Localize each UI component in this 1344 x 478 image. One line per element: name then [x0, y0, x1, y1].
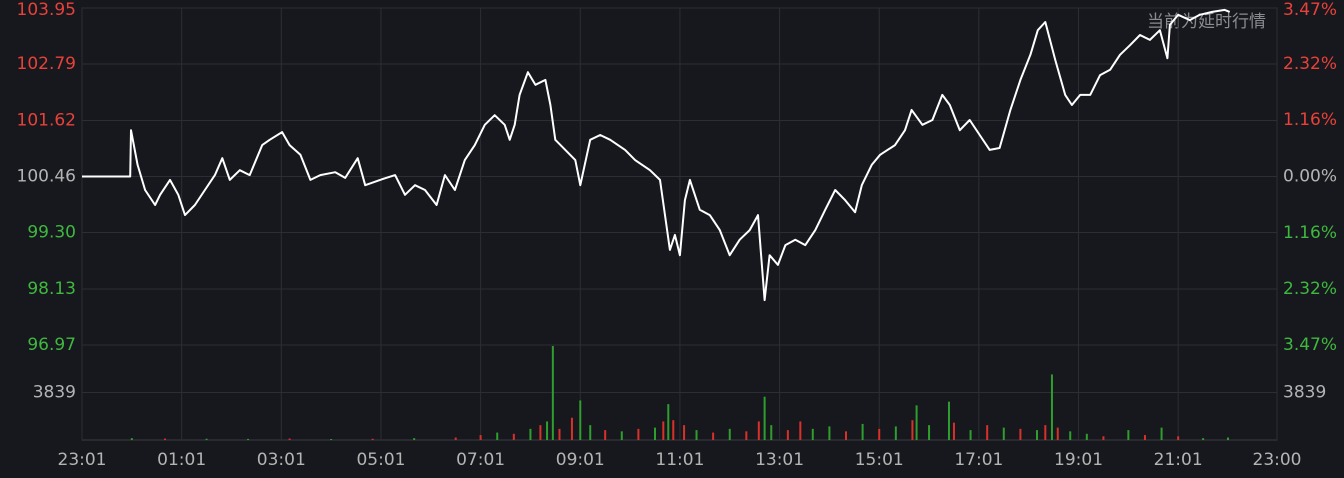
volume-bar: [915, 405, 918, 440]
volume-bar: [496, 432, 499, 440]
volume-bar: [454, 437, 457, 440]
y2-tick-label: 3.47%: [1283, 335, 1337, 355]
volume-bar: [947, 401, 950, 440]
y2-tick-label: 0.00%: [1283, 167, 1337, 187]
volume-bar: [620, 431, 623, 440]
volume-bar: [667, 404, 670, 440]
x-tick-label: 23:01: [58, 450, 107, 470]
volume-bar: [479, 435, 482, 440]
volume-bar: [1019, 428, 1022, 440]
volume-bar: [570, 417, 573, 440]
y-tick-label: 3839: [1283, 383, 1326, 403]
volume-bar: [763, 396, 766, 440]
volume-bar: [130, 438, 133, 440]
volume-bar: [247, 438, 250, 440]
volume-bar: [712, 432, 715, 440]
volume-bar: [330, 439, 333, 440]
volume-bar: [589, 425, 592, 440]
volume-bar: [878, 428, 881, 440]
volume-bar: [604, 430, 607, 440]
y-tick-label: 3839: [33, 383, 76, 403]
volume-bar: [1044, 425, 1047, 440]
annotation: 当前为延时行情: [1147, 12, 1266, 32]
y2-tick-label: 1.16%: [1283, 223, 1337, 243]
y-tick-label: 102.79: [17, 54, 76, 74]
volume-bar: [928, 425, 931, 440]
volume-bar: [1036, 430, 1039, 440]
volume-bar: [1202, 438, 1205, 440]
y-tick-label: 101.62: [17, 110, 76, 130]
volume-bar: [770, 425, 773, 440]
y-tick-label: 100.46: [17, 167, 76, 187]
volume-bar: [683, 425, 686, 440]
volume-bar: [558, 428, 561, 440]
x-tick-label: 15:01: [855, 450, 904, 470]
volume-bar: [861, 423, 864, 440]
volume-bar: [551, 345, 554, 440]
volume-bar: [969, 430, 972, 440]
volume-bar: [512, 433, 515, 440]
volume-bar: [845, 431, 848, 440]
y-tick-label: 98.13: [27, 279, 76, 299]
volume-bar: [786, 430, 789, 440]
volume-bar: [672, 420, 675, 440]
y2-tick-label: 3.47%: [1283, 0, 1337, 20]
x-tick-label: 09:01: [556, 450, 605, 470]
volume-bar: [811, 428, 814, 440]
x-tick-label: 05:01: [356, 450, 405, 470]
volume-bar: [1056, 427, 1059, 440]
x-tick-label: 01:01: [157, 450, 206, 470]
x-tick-label: 03:01: [257, 450, 306, 470]
volume-bar: [894, 426, 897, 440]
y-tick-label: 103.95: [17, 0, 76, 20]
y2-tick-label: 2.32%: [1283, 54, 1337, 74]
x-tick-label: 19:01: [1054, 450, 1103, 470]
volume-bar: [1143, 435, 1146, 440]
volume-bar: [288, 438, 291, 440]
volume-bar: [695, 430, 698, 440]
x-tick-label: 07:01: [456, 450, 505, 470]
volume-bar: [757, 421, 760, 440]
x-tick-label: 13:01: [755, 450, 804, 470]
price-line: [82, 8, 1231, 302]
volume-bar: [164, 438, 167, 440]
volume-bar: [1227, 437, 1230, 440]
volume-bar: [539, 425, 542, 440]
y2-tick-label: 2.32%: [1283, 279, 1337, 299]
x-tick-label: 11:01: [655, 450, 704, 470]
volume-bar: [828, 426, 831, 440]
volume-bar: [986, 425, 989, 440]
volume-bar: [952, 422, 955, 440]
x-tick-label: 23:00: [1253, 450, 1302, 470]
x-tick-label: 17:01: [954, 450, 1003, 470]
volume-bar: [911, 420, 914, 440]
volume-bar: [1002, 427, 1005, 440]
volume-bar: [413, 438, 416, 440]
volume-bar: [745, 431, 748, 440]
volume-bar: [1069, 431, 1072, 440]
volume-bar: [529, 428, 532, 440]
volume-bar: [1177, 436, 1180, 440]
volume-bar: [205, 438, 208, 440]
volume-bar: [579, 400, 582, 440]
volume-bar: [654, 427, 657, 440]
volume-bar: [1050, 374, 1053, 440]
y2-tick-label: 1.16%: [1283, 110, 1337, 130]
volume-bar: [1085, 433, 1088, 440]
volume-bar: [662, 421, 665, 440]
volume-bar: [1160, 427, 1163, 440]
volume-bar: [546, 421, 549, 440]
volume-bar: [1102, 436, 1105, 440]
volume-bar: [1127, 430, 1130, 440]
volume-bar: [371, 438, 374, 440]
y-tick-label: 99.30: [27, 223, 76, 243]
y-tick-label: 96.97: [27, 335, 76, 355]
volume-bar: [799, 421, 802, 440]
x-tick-label: 21:01: [1154, 450, 1203, 470]
volume-bar: [728, 428, 731, 440]
volume-bar: [637, 428, 640, 440]
